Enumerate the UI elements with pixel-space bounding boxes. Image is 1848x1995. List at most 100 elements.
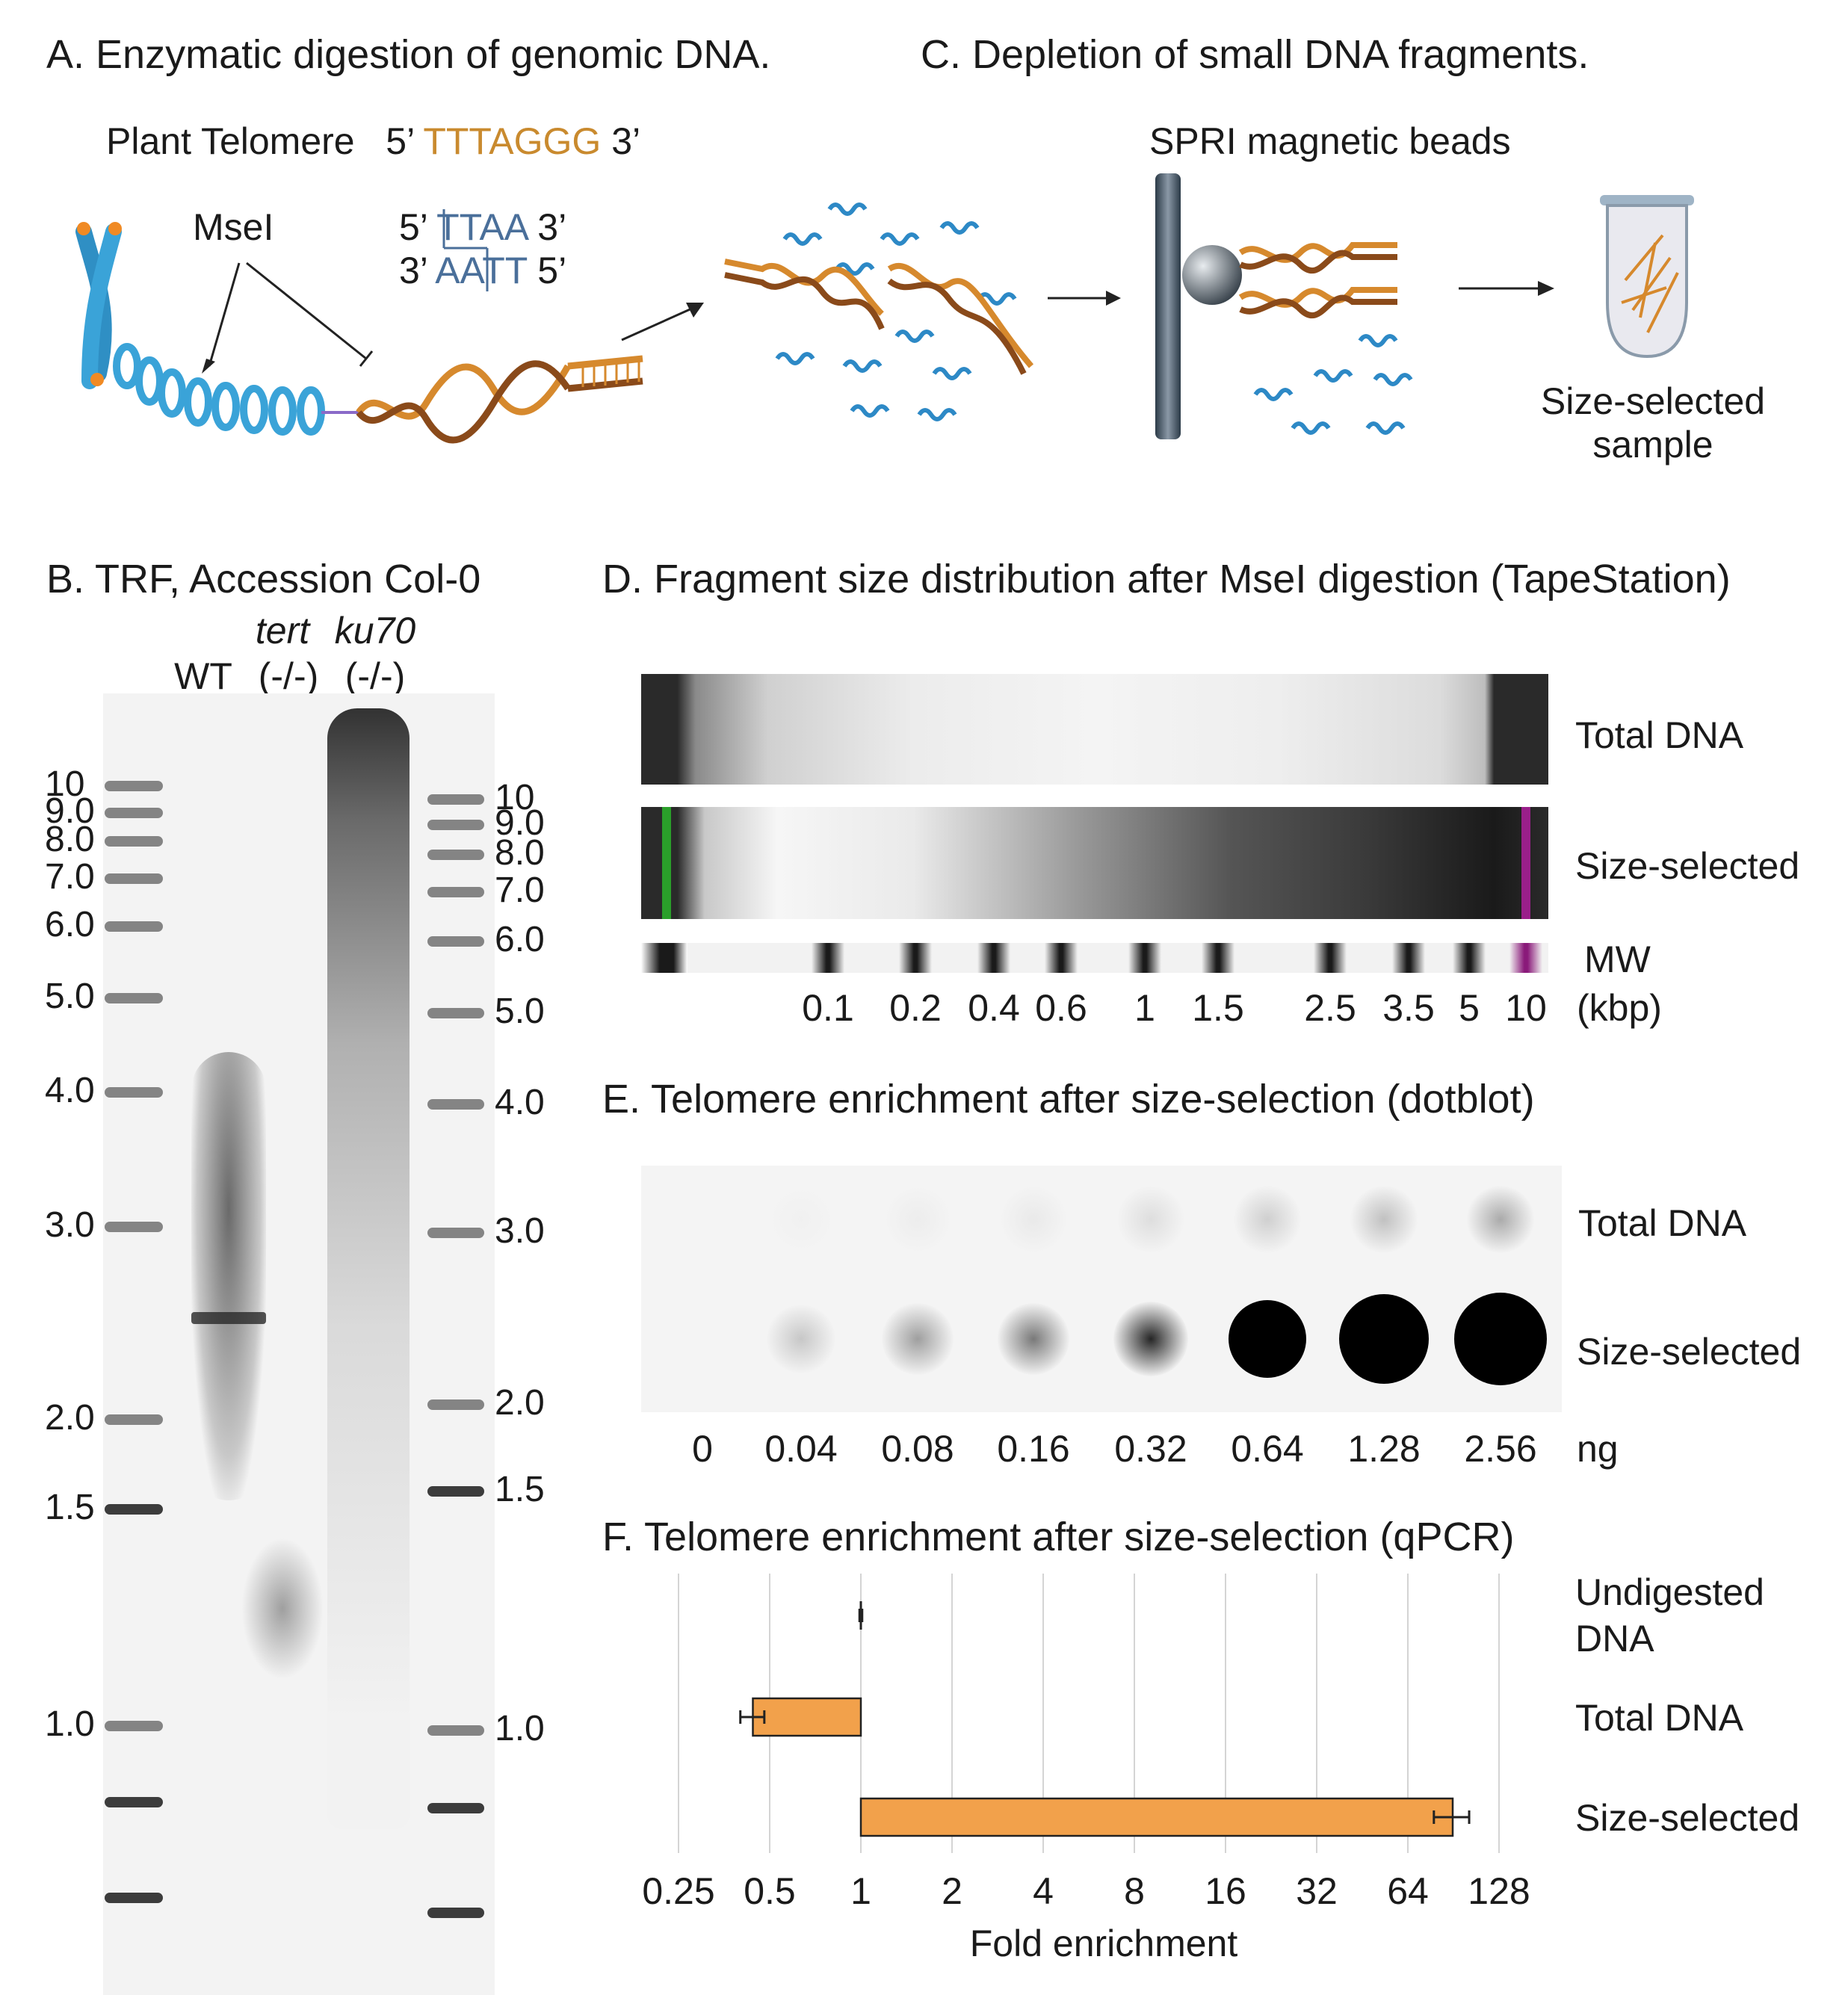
ladder-band — [105, 781, 163, 791]
mw-band — [899, 943, 932, 973]
ladder-size-label: 10 — [495, 778, 535, 817]
chromosome-illustration — [75, 222, 643, 444]
ladder-band — [105, 1893, 163, 1903]
wt-band — [191, 1312, 266, 1324]
size-selected-sample-label: Size-selected sample — [1540, 380, 1766, 466]
ladder-size-label: 2.0 — [495, 1383, 545, 1423]
ladder-size-label: 9.0 — [495, 803, 545, 843]
panel-a-title: A. Enzymatic digestion of genomic DNA. — [46, 32, 771, 77]
tapestation-ladder — [641, 943, 1548, 973]
bar — [752, 1697, 862, 1737]
dot-total — [767, 1185, 835, 1254]
tapestation-lane-size-selected — [641, 807, 1548, 919]
ladder-size-label: 8.0 — [495, 833, 545, 873]
panel-b-title: B. TRF, Accession Col-0 — [46, 557, 481, 601]
mw-band — [1392, 943, 1425, 973]
dot-amount-label: 1.28 — [1347, 1428, 1421, 1470]
category-label: Size-selected — [1575, 1797, 1799, 1839]
ladder-size-label: 9.0 — [45, 791, 95, 831]
tape-tick-label: 1.5 — [1192, 987, 1244, 1029]
ladder-band — [427, 1725, 484, 1736]
tape-row-label-total: Total DNA — [1575, 714, 1744, 756]
ladder-band — [427, 1803, 484, 1813]
panel-c-title: C. Depletion of small DNA fragments. — [921, 32, 1589, 77]
ladder-band — [427, 887, 484, 897]
ladder-band — [105, 873, 163, 884]
dot-unit-label: ng — [1577, 1428, 1619, 1470]
mw-band — [1453, 943, 1486, 973]
dot-row-label-total: Total DNA — [1578, 1202, 1747, 1244]
ladder-band — [105, 1721, 163, 1731]
spri-beads-label: SPRI magnetic beads — [1149, 120, 1511, 162]
arrow-icon — [621, 303, 704, 341]
dot-total — [999, 1185, 1068, 1254]
dot-size-selected — [998, 1303, 1069, 1375]
dot-size-selected — [1113, 1302, 1188, 1376]
ladder-band — [105, 1087, 163, 1098]
dotblot-image — [641, 1166, 1562, 1412]
ladder-band — [105, 1797, 163, 1807]
ladder-size-label: 1.0 — [495, 1709, 545, 1748]
ladder-band — [427, 850, 484, 860]
tape-tick-label: 0.2 — [889, 987, 942, 1029]
category-label: Total DNA — [1575, 1697, 1744, 1739]
panel-e-title: E. Telomere enrichment after size-select… — [602, 1077, 1535, 1122]
dot-amount-label: 0.04 — [764, 1428, 838, 1470]
mw-band — [977, 943, 1010, 973]
dna-fragments-illustration — [724, 202, 1034, 421]
x-tick-label: 16 — [1205, 1870, 1246, 1912]
ladder-band — [105, 1504, 163, 1515]
magnet-icon — [1155, 173, 1181, 439]
lane-label-wt: WT — [174, 655, 232, 697]
tape-tick-label: 0.1 — [802, 987, 854, 1029]
dot-amount-label: 2.56 — [1464, 1428, 1537, 1470]
cut-site-top: 5’ TTAA 3’ — [399, 206, 567, 248]
dot-amount-label: 0 — [692, 1428, 713, 1470]
ladder-band — [427, 936, 484, 947]
ladder-band — [105, 1414, 163, 1425]
ladder-size-label: 7.0 — [45, 857, 95, 897]
x-tick-label: 0.25 — [642, 1870, 714, 1912]
tape-row-label-size-selected: Size-selected — [1575, 845, 1800, 887]
ladder-size-label: 6.0 — [45, 905, 95, 944]
mw-band — [1314, 943, 1347, 973]
tape-tick-label: 0.6 — [1035, 987, 1087, 1029]
lane-genotype-ku70: ku70 — [334, 610, 416, 652]
dot-size-selected — [1229, 1300, 1306, 1378]
x-tick-label: 128 — [1468, 1870, 1530, 1912]
ladder-band — [427, 1399, 484, 1410]
tube-icon — [1600, 195, 1694, 359]
dot-total — [883, 1185, 952, 1254]
dot-total — [1350, 1185, 1418, 1254]
category-label: DNA — [1575, 1618, 1654, 1660]
dot-amount-label: 0.08 — [881, 1428, 954, 1470]
tape-tick-label: 1 — [1134, 987, 1155, 1029]
x-axis-label: Fold enrichment — [970, 1923, 1238, 1964]
telomere-sequence: TTTAGGG — [423, 120, 602, 162]
tape-tick-label: 10 — [1505, 987, 1547, 1029]
x-tick-label: 64 — [1387, 1870, 1429, 1912]
ladder-band — [105, 808, 163, 818]
ladder-band — [427, 820, 484, 830]
wt-telomere-smear — [191, 1052, 266, 1500]
ladder-band — [105, 993, 163, 1003]
lane-label-ku70: (-/-) — [344, 655, 406, 697]
ladder-size-label: 4.0 — [495, 1083, 545, 1122]
ladder-band — [427, 1228, 484, 1238]
dot-size-selected — [1339, 1294, 1429, 1384]
chromosome-icon — [75, 222, 122, 389]
msei-label: MseI — [193, 206, 274, 248]
dot-size-selected — [767, 1305, 835, 1373]
ladder-size-label: 3.0 — [495, 1211, 545, 1251]
mw-band — [1509, 943, 1542, 973]
arrow-icon — [1459, 281, 1554, 296]
upper-marker — [1521, 807, 1530, 919]
ladder-size-label: 1.5 — [495, 1470, 545, 1509]
lane-genotype-tert: tert — [255, 610, 310, 652]
category-label: Undigested — [1575, 1571, 1764, 1613]
ladder-size-label: 7.0 — [495, 870, 545, 910]
ladder-size-label: 2.0 — [45, 1398, 95, 1438]
ladder-band — [105, 1222, 163, 1232]
dot-total — [1233, 1185, 1302, 1254]
